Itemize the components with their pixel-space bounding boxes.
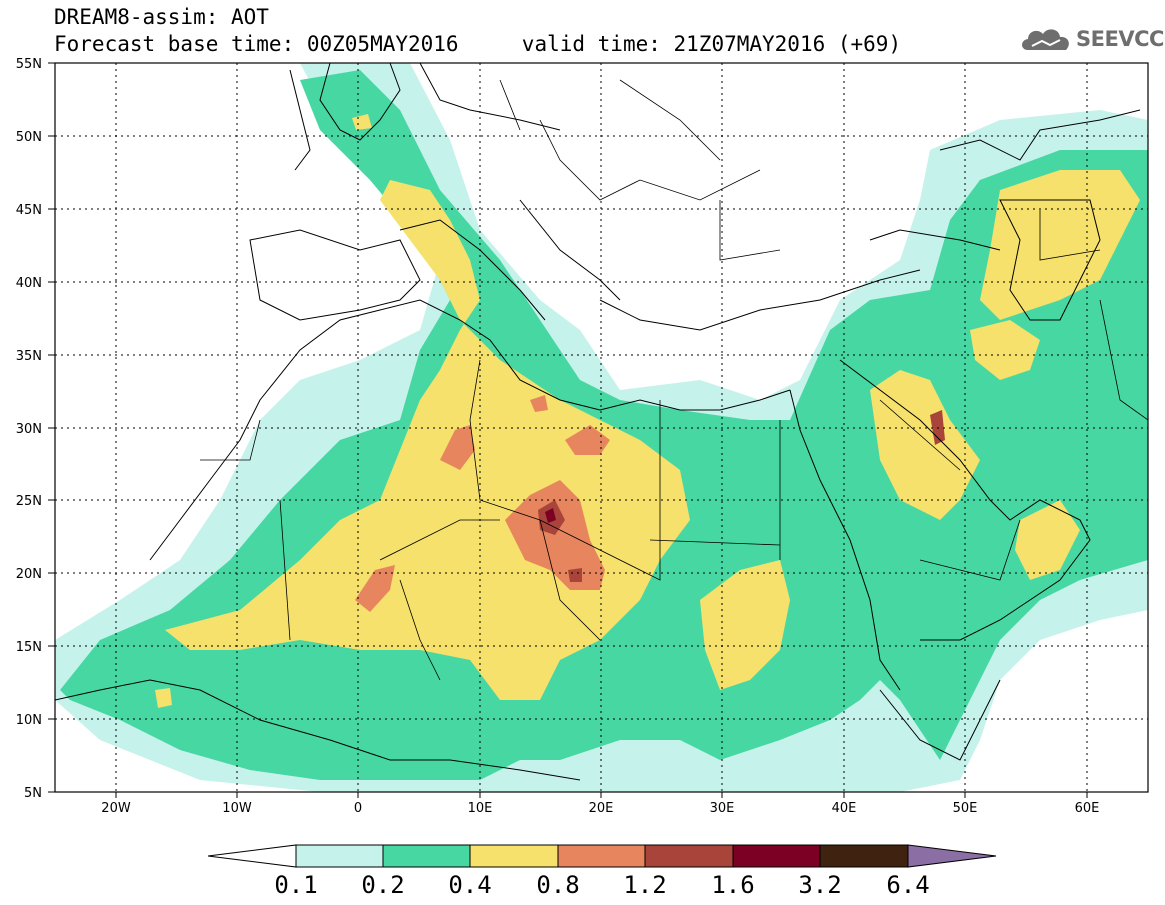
lon-ticks (115, 792, 1088, 798)
colorbar-label: 6.4 (886, 871, 929, 899)
colorbar-swatch (295, 844, 384, 868)
lon-label: 50E (953, 801, 978, 816)
lat-ticks (48, 62, 55, 793)
colorbar-label: 0.8 (536, 871, 579, 899)
aot-level-0.4-uk (352, 114, 372, 130)
valid-time-label: valid time: 21Z07MAY2016 (+69) (521, 32, 902, 56)
aot-level-0.4-oman (1015, 500, 1080, 580)
time-info: Forecast base time: 00Z05MAY2016 valid t… (54, 33, 901, 55)
lat-label: 50N (16, 130, 42, 145)
logo-text: SEEVCCC (1076, 27, 1165, 51)
lon-label: 20E (589, 801, 614, 816)
colorbar-high-arrow (907, 844, 997, 868)
aot-level-0.4-guinea (155, 688, 172, 708)
lat-label: 55N (16, 57, 42, 72)
aot-level-1.2-niger (568, 568, 582, 582)
lon-label: 10W (222, 801, 252, 816)
cloud-icon (1022, 29, 1069, 50)
lat-label: 25N (16, 494, 42, 509)
colorbar-swatch (819, 844, 909, 868)
lat-axis: 55N 50N 45N 40N 35N 30N 25N 20N 15N 10N … (16, 57, 42, 801)
country-borders (200, 79, 1148, 681)
aot-level-0.4-arabia (870, 370, 980, 520)
lat-label: 15N (16, 640, 42, 655)
lat-label: 40N (16, 276, 42, 291)
lon-label: 0 (354, 801, 362, 816)
colorbar-label: 1.6 (711, 871, 754, 899)
colorbar-label: 0.1 (274, 871, 317, 899)
aot-level-1.6 (545, 508, 556, 523)
colorbar-swatch (469, 844, 559, 868)
lat-label: 5N (24, 786, 42, 801)
colorbar-swatch (732, 844, 821, 868)
aot-level-0.4-iran (970, 320, 1040, 380)
colorbar-labels: 0.1 0.2 0.4 0.8 1.2 1.6 3.2 6.4 (274, 871, 929, 899)
colorbar-label: 3.2 (798, 871, 841, 899)
colorbar-label: 1.2 (623, 871, 666, 899)
lon-label: 30E (710, 801, 735, 816)
aot-level-0.8-libya (565, 425, 610, 455)
coastlines (55, 63, 1141, 781)
base-time-label: Forecast base time: 00Z05MAY2016 (54, 32, 459, 56)
aot-level-0.8-medit (530, 395, 548, 412)
colorbar-swatch (557, 844, 646, 868)
colorbar-label: 0.4 (448, 871, 491, 899)
colorbar-swatch (382, 844, 471, 868)
lat-label: 20N (16, 567, 42, 582)
lat-label: 45N (16, 203, 42, 218)
map-title: DREAM8-assim: AOT (54, 5, 269, 29)
lat-label: 30N (16, 422, 42, 437)
lat-label: 35N (16, 349, 42, 364)
aot-level-0.8-algeria (440, 425, 475, 470)
lon-label: 60E (1075, 801, 1100, 816)
lon-label: 40E (832, 801, 857, 816)
lon-gridlines (115, 63, 1088, 792)
colorbar-swatch (644, 844, 734, 868)
aot-level-0.4-caspian (980, 170, 1140, 320)
lon-label: 10E (468, 801, 493, 816)
colorbar-low-arrow (207, 844, 297, 868)
lon-label: 20W (101, 801, 131, 816)
colorbar (207, 844, 997, 868)
aot-level-0.8-mali (355, 565, 395, 612)
lat-label: 10N (16, 713, 42, 728)
colorbar-label: 0.2 (361, 871, 404, 899)
lon-axis: 20W 10W 0 10E 20E 30E 40E 50E 60E (101, 801, 1099, 816)
